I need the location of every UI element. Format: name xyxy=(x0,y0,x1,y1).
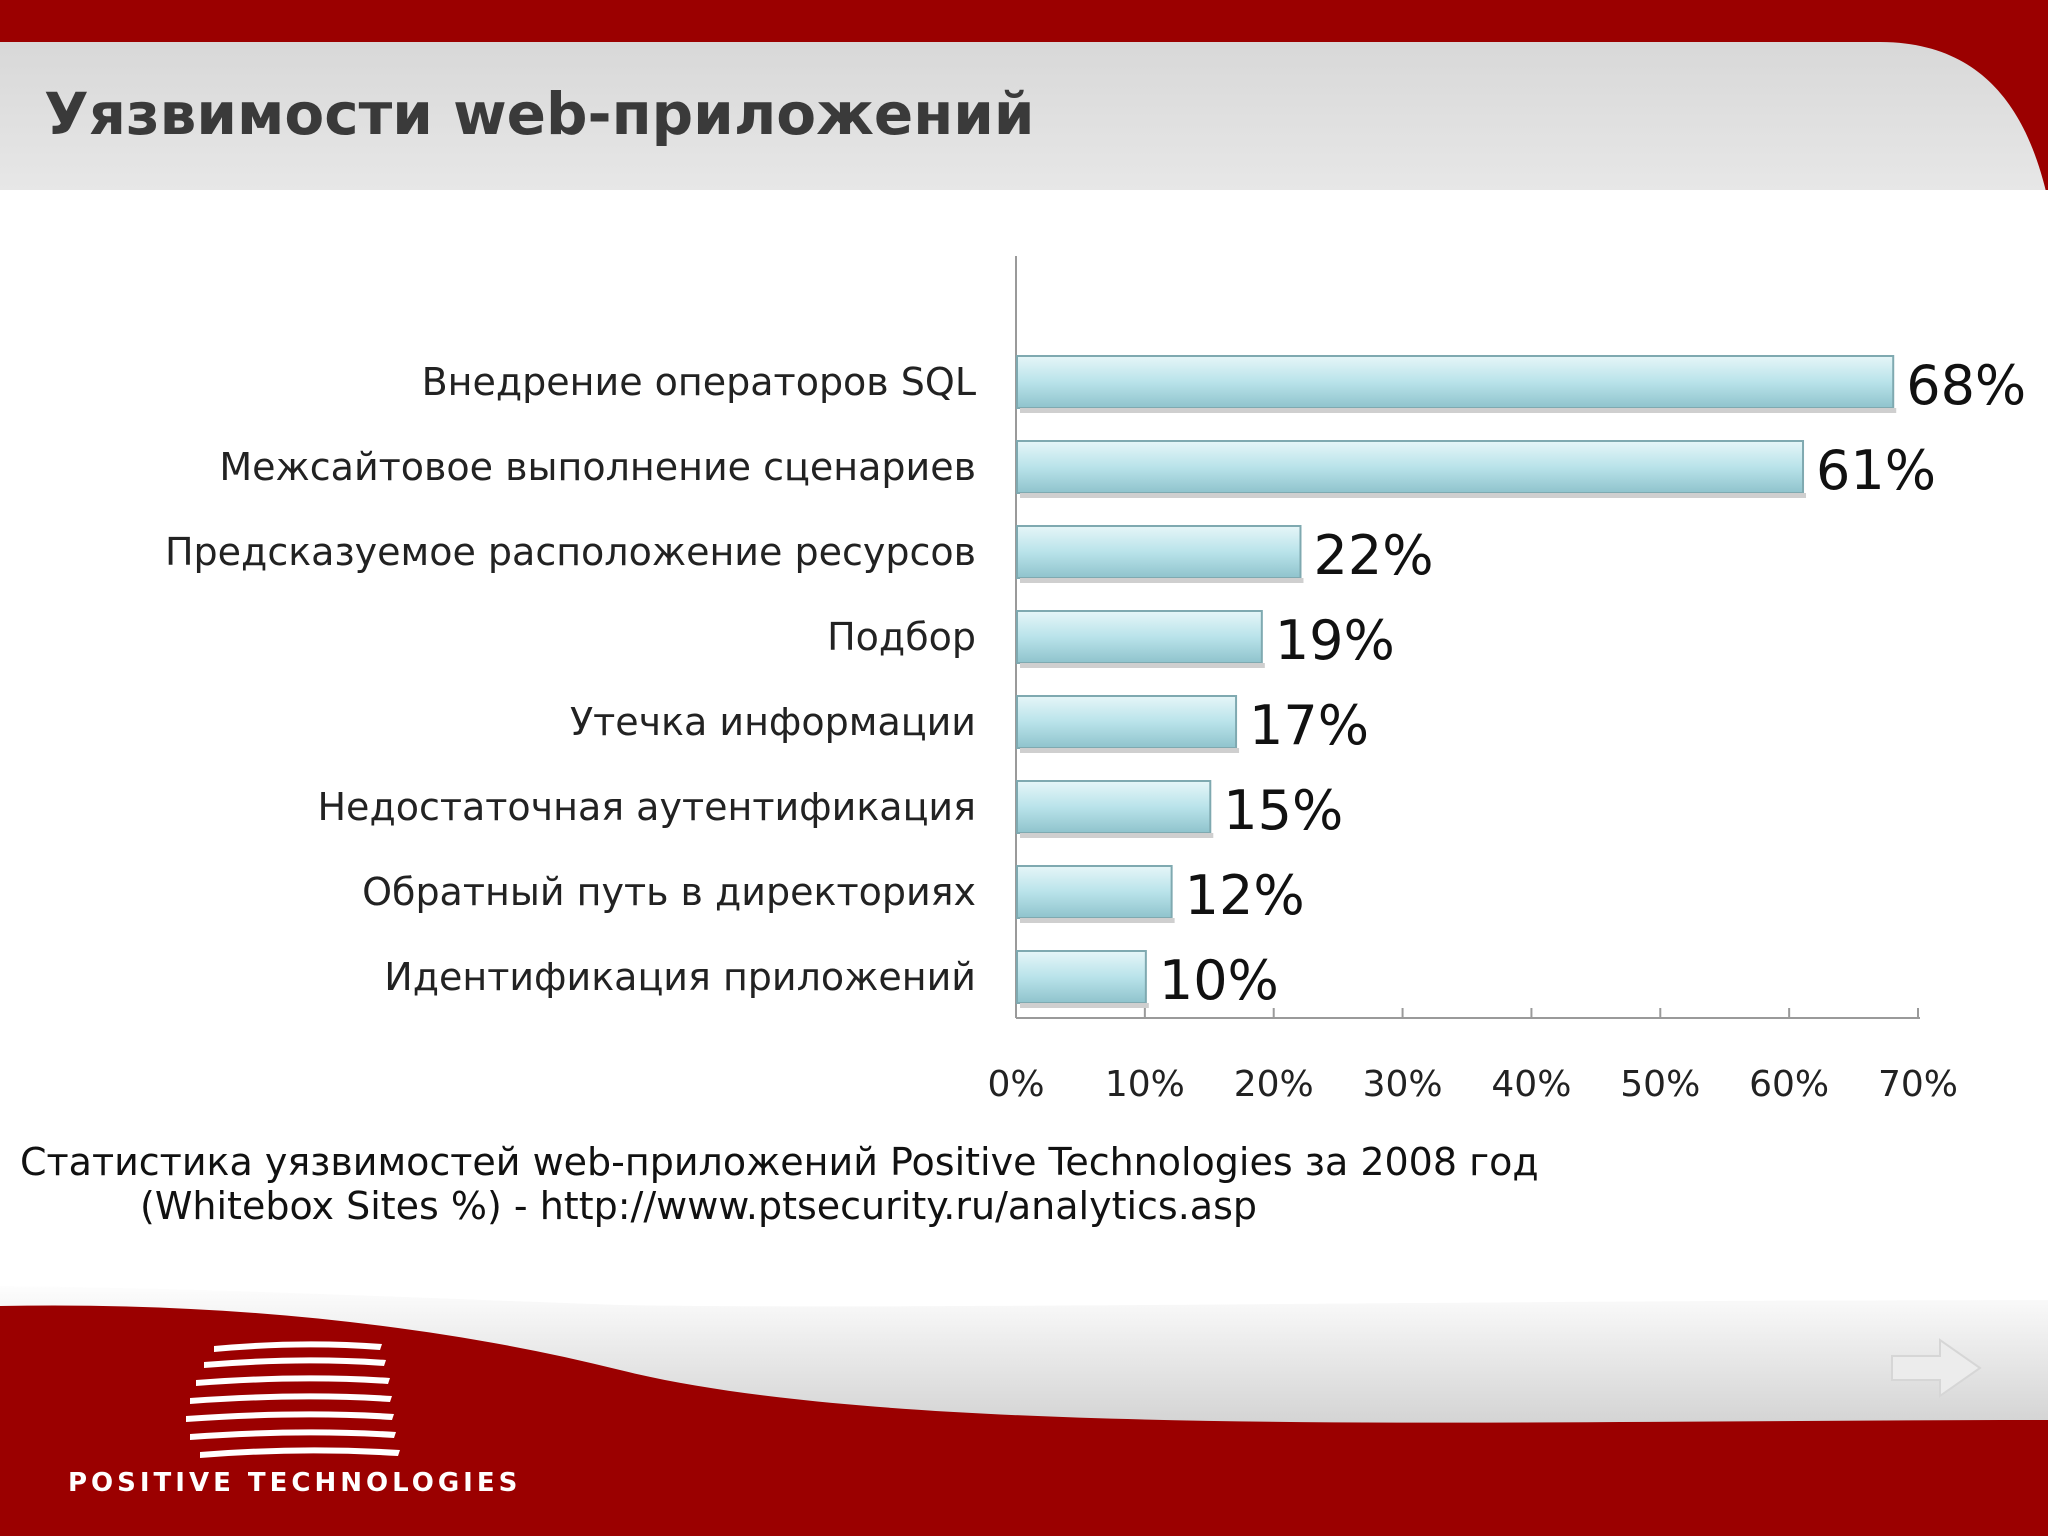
bar-shadow xyxy=(1020,748,1240,753)
caption-line-1: Статистика уязвимостей web-приложений Po… xyxy=(20,1140,1539,1184)
x-tick-label: 40% xyxy=(1491,1064,1571,1105)
category-label: Недостаточная аутентификация xyxy=(317,785,976,829)
data-label: 22% xyxy=(1313,524,1433,587)
bar xyxy=(1016,440,1805,494)
bar xyxy=(1016,865,1173,919)
category-label: Подбор xyxy=(827,615,976,659)
x-tick-label: 0% xyxy=(987,1064,1044,1105)
category-label: Идентификация приложений xyxy=(384,955,976,999)
data-label: 15% xyxy=(1223,779,1343,842)
bar xyxy=(1016,950,1147,1004)
bar xyxy=(1016,525,1302,579)
data-label: 61% xyxy=(1816,439,1936,502)
data-label: 68% xyxy=(1906,354,2026,417)
category-label: Межсайтовое выполнение сценариев xyxy=(219,445,976,489)
x-tick-label: 10% xyxy=(1105,1064,1185,1105)
data-label: 17% xyxy=(1249,694,1369,757)
data-label: 19% xyxy=(1275,609,1395,672)
category-label: Внедрение операторов SQL xyxy=(422,360,976,404)
category-label: Обратный путь в директориях xyxy=(362,870,976,914)
bar-chart: 0% 10% 20% 30% 40% 50% 60% 70% Внедрение операто… xyxy=(165,256,2026,1105)
slide-title: Уязвимости web-приложений xyxy=(44,80,1035,148)
footer-background xyxy=(0,1280,2048,1536)
x-tick-label: 50% xyxy=(1620,1064,1700,1105)
bar-shadow xyxy=(1020,918,1175,923)
bar-shadow xyxy=(1020,408,1897,413)
chart-caption: Статистика уязвимостей web-приложений Po… xyxy=(20,1140,1539,1228)
bar xyxy=(1016,610,1263,664)
company-logo-text: POSITIVE TECHNOLOGIES xyxy=(68,1468,522,1498)
bar-shadow xyxy=(1020,663,1265,668)
bar xyxy=(1016,780,1212,834)
header-background xyxy=(0,0,2048,200)
x-tick-label: 60% xyxy=(1749,1064,1829,1105)
category-label: Утечка информации xyxy=(570,700,976,744)
bar xyxy=(1016,695,1238,749)
x-tick-label: 30% xyxy=(1363,1064,1443,1105)
x-tick-label: 70% xyxy=(1878,1064,1958,1105)
bar-shadow xyxy=(1020,833,1214,838)
data-label: 10% xyxy=(1159,949,1279,1012)
bar-shadow xyxy=(1020,493,1807,498)
category-label: Предсказуемое расположение ресурсов xyxy=(165,530,976,574)
bar xyxy=(1016,355,1895,409)
arrow-right-icon[interactable] xyxy=(1888,1336,1984,1400)
bar-shadow xyxy=(1020,578,1304,583)
caption-line-2: (Whitebox Sites %) - http://www.ptsecuri… xyxy=(140,1184,1258,1228)
bar-shadow xyxy=(1020,1003,1149,1008)
chart-bars xyxy=(1016,355,1897,1008)
x-tick-label: 20% xyxy=(1234,1064,1314,1105)
logo-mark xyxy=(186,1341,400,1458)
data-label: 12% xyxy=(1185,864,1305,927)
chart-labels: 0% 10% 20% 30% 40% 50% 60% 70% Внедрение операто… xyxy=(165,354,2026,1105)
